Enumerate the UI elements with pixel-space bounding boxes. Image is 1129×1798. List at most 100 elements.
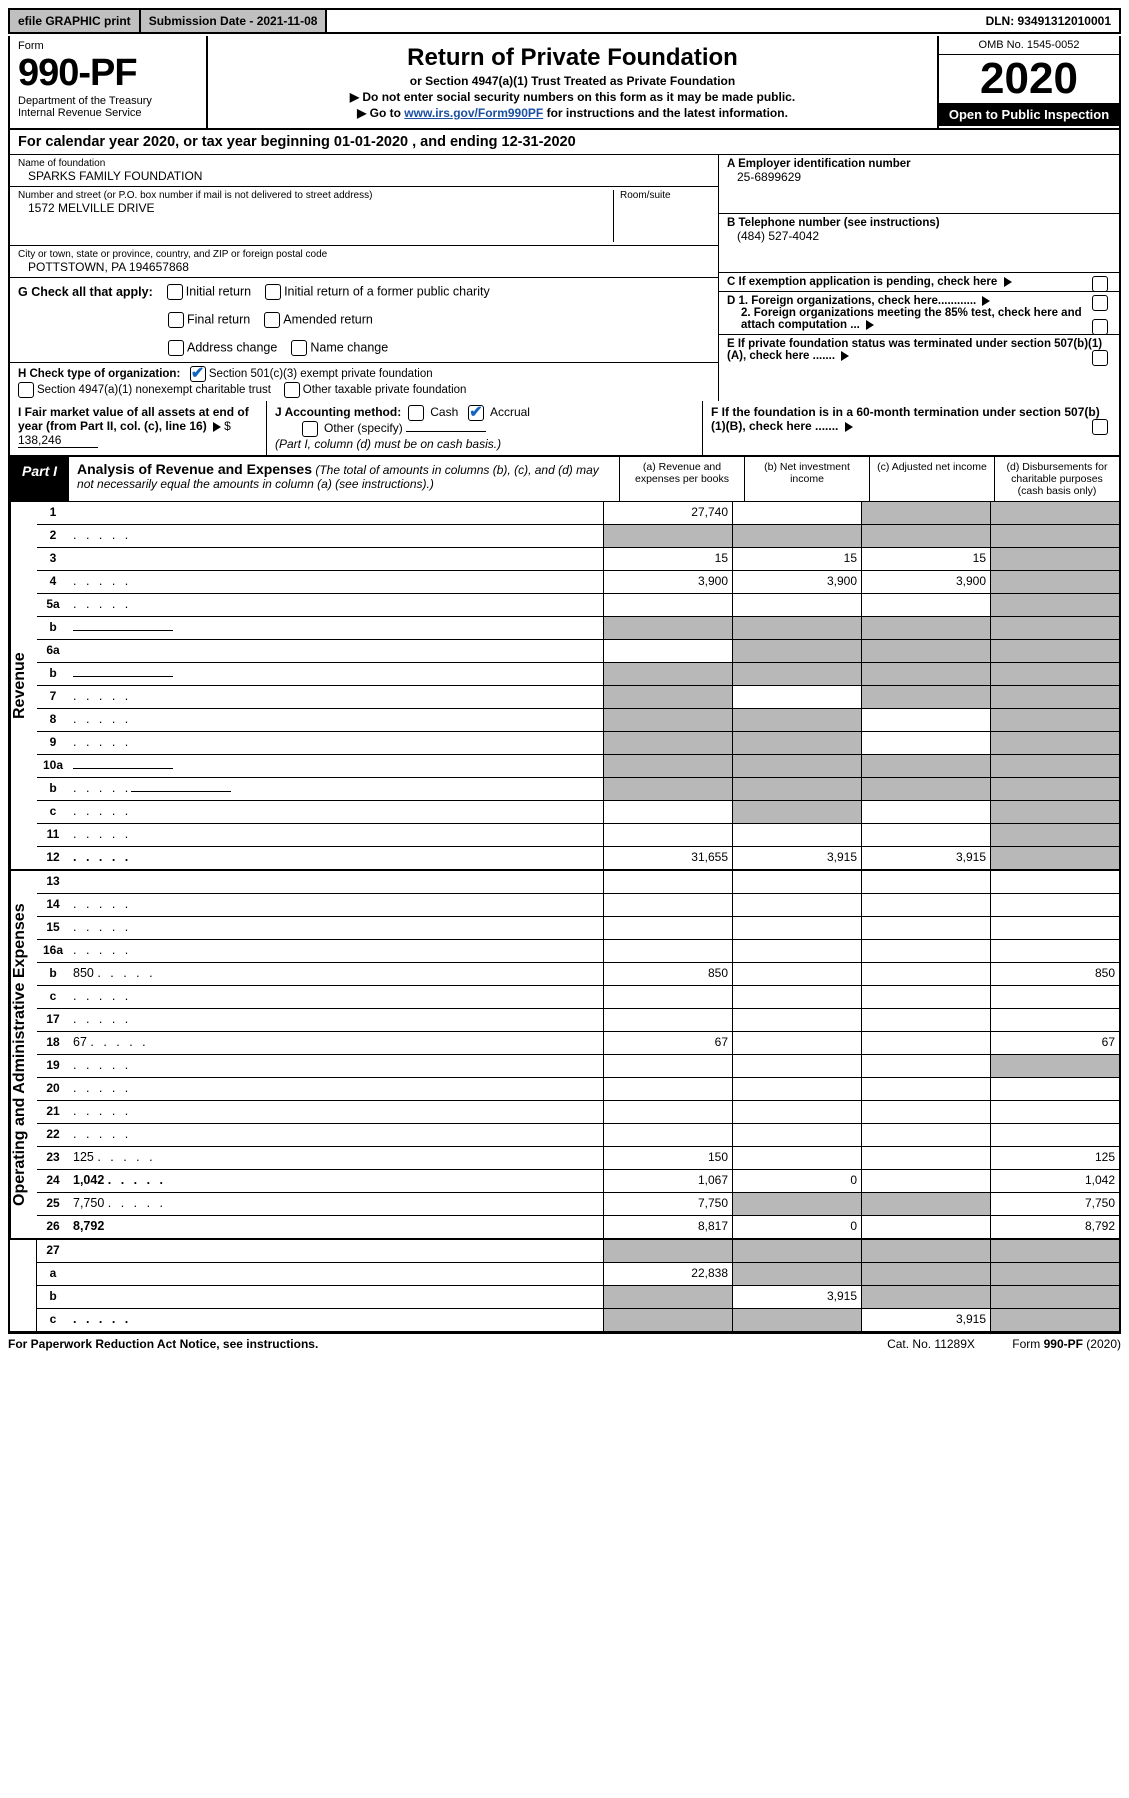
checkbox-address-change[interactable] bbox=[168, 340, 184, 356]
dln: DLN: 93491312010001 bbox=[978, 10, 1119, 32]
cell-a bbox=[603, 824, 732, 846]
checkbox-4947[interactable] bbox=[18, 382, 34, 398]
line-description bbox=[69, 1286, 603, 1308]
cell-a: 8,817 bbox=[603, 1216, 732, 1238]
cell-b bbox=[732, 986, 861, 1008]
other-specify-input[interactable] bbox=[406, 431, 486, 432]
line-number: 6a bbox=[37, 640, 69, 662]
cell-b bbox=[732, 824, 861, 846]
line-number: b bbox=[37, 778, 69, 800]
cell-b: 3,900 bbox=[732, 571, 861, 593]
table-row: b bbox=[37, 663, 1119, 686]
line-description bbox=[69, 548, 603, 570]
checkbox-d2[interactable] bbox=[1092, 319, 1108, 335]
cell-c bbox=[861, 1032, 990, 1054]
line-number: 8 bbox=[37, 709, 69, 731]
checkbox-name-change[interactable] bbox=[291, 340, 307, 356]
table-row: 13 bbox=[37, 871, 1119, 894]
cell-d bbox=[990, 1124, 1119, 1146]
line-description bbox=[69, 871, 603, 893]
checkbox-cash[interactable] bbox=[408, 405, 424, 421]
line-number: 21 bbox=[37, 1101, 69, 1123]
section-g: G Check all that apply: Initial return I… bbox=[10, 278, 718, 363]
cell-d: 850 bbox=[990, 963, 1119, 985]
cell-a bbox=[603, 940, 732, 962]
table-row: 11 . . . . . bbox=[37, 824, 1119, 847]
checkbox-amended[interactable] bbox=[264, 312, 280, 328]
cell-c bbox=[861, 1263, 990, 1285]
inline-input[interactable] bbox=[73, 676, 173, 677]
cell-b: 3,915 bbox=[732, 847, 861, 869]
cell-a bbox=[603, 894, 732, 916]
line-description: . . . . . bbox=[69, 709, 603, 731]
efile-label[interactable]: efile GRAPHIC print bbox=[10, 10, 141, 32]
table-row: 5a . . . . . bbox=[37, 594, 1119, 617]
line-number: 25 bbox=[37, 1193, 69, 1215]
checkbox-final-return[interactable] bbox=[168, 312, 184, 328]
line-number: b bbox=[37, 617, 69, 639]
cell-b bbox=[732, 1193, 861, 1215]
table-row: 2 . . . . . bbox=[37, 525, 1119, 548]
submission-date[interactable]: Submission Date - 2021-11-08 bbox=[141, 10, 328, 32]
cell-d bbox=[990, 1078, 1119, 1100]
checkbox-f[interactable] bbox=[1092, 419, 1108, 435]
cell-b bbox=[732, 1055, 861, 1077]
cell-b: 15 bbox=[732, 548, 861, 570]
cell-a bbox=[603, 1101, 732, 1123]
phone-label: B Telephone number (see instructions) bbox=[727, 217, 940, 229]
inline-input[interactable] bbox=[73, 630, 173, 631]
cell-a bbox=[603, 986, 732, 1008]
checkbox-accrual[interactable] bbox=[468, 405, 484, 421]
checkbox-d1[interactable] bbox=[1092, 295, 1108, 311]
table-row: 268,7928,81708,792 bbox=[37, 1216, 1119, 1238]
cell-d bbox=[990, 1286, 1119, 1308]
line-number: 13 bbox=[37, 871, 69, 893]
cell-d bbox=[990, 940, 1119, 962]
line-description: . . . . . bbox=[69, 1055, 603, 1077]
addr-value: 1572 MELVILLE DRIVE bbox=[18, 201, 607, 215]
cell-a bbox=[603, 525, 732, 547]
checkbox-initial-return[interactable] bbox=[167, 284, 183, 300]
line-description: . . . . . bbox=[69, 1101, 603, 1123]
cell-a bbox=[603, 663, 732, 685]
cell-c bbox=[861, 917, 990, 939]
form-link[interactable]: www.irs.gov/Form990PF bbox=[404, 106, 543, 120]
table-row: 257,750 . . . . .7,7507,750 bbox=[37, 1193, 1119, 1216]
dept-line-2: Internal Revenue Service bbox=[18, 107, 198, 119]
inline-input[interactable] bbox=[131, 791, 231, 792]
col-d-header: (d) Disbursements for charitable purpose… bbox=[994, 457, 1119, 501]
addr-label: Number and street (or P.O. box number if… bbox=[18, 190, 607, 201]
arrow-icon bbox=[213, 422, 221, 432]
cell-c bbox=[861, 640, 990, 662]
checkbox-501c3[interactable] bbox=[190, 366, 206, 382]
line-description: . . . . . bbox=[69, 778, 603, 800]
header-right: OMB No. 1545-0052 2020 Open to Public In… bbox=[937, 36, 1119, 128]
checkbox-other-taxable[interactable] bbox=[284, 382, 300, 398]
col-c-header: (c) Adjusted net income bbox=[869, 457, 994, 501]
cell-c bbox=[861, 663, 990, 685]
cell-c bbox=[861, 894, 990, 916]
spacer bbox=[327, 17, 977, 25]
inline-input[interactable] bbox=[73, 768, 173, 769]
cell-a: 7,750 bbox=[603, 1193, 732, 1215]
cell-a: 150 bbox=[603, 1147, 732, 1169]
table-row: c . . . . . bbox=[37, 986, 1119, 1009]
col-a-header: (a) Revenue and expenses per books bbox=[619, 457, 744, 501]
checkbox-e[interactable] bbox=[1092, 350, 1108, 366]
line-number: 2 bbox=[37, 525, 69, 547]
part-1-header: Part I Analysis of Revenue and Expenses … bbox=[8, 457, 1121, 502]
footer-left: For Paperwork Reduction Act Notice, see … bbox=[8, 1337, 871, 1351]
arrow-icon bbox=[982, 296, 990, 306]
checkbox-initial-former[interactable] bbox=[265, 284, 281, 300]
final-rows: 27a22,838b3,915c . . . . .3,915 bbox=[37, 1240, 1119, 1331]
g-label: G Check all that apply: bbox=[18, 285, 153, 299]
table-row: 16a . . . . . bbox=[37, 940, 1119, 963]
table-row: 15 . . . . . bbox=[37, 917, 1119, 940]
f-label: F If the foundation is in a 60-month ter… bbox=[711, 405, 1100, 433]
line-number: 23 bbox=[37, 1147, 69, 1169]
checkbox-other-method[interactable] bbox=[302, 421, 318, 437]
line-number: 10a bbox=[37, 755, 69, 777]
cell-d bbox=[990, 502, 1119, 524]
fmv-value: 138,246 bbox=[18, 433, 98, 448]
checkbox-c[interactable] bbox=[1092, 276, 1108, 292]
